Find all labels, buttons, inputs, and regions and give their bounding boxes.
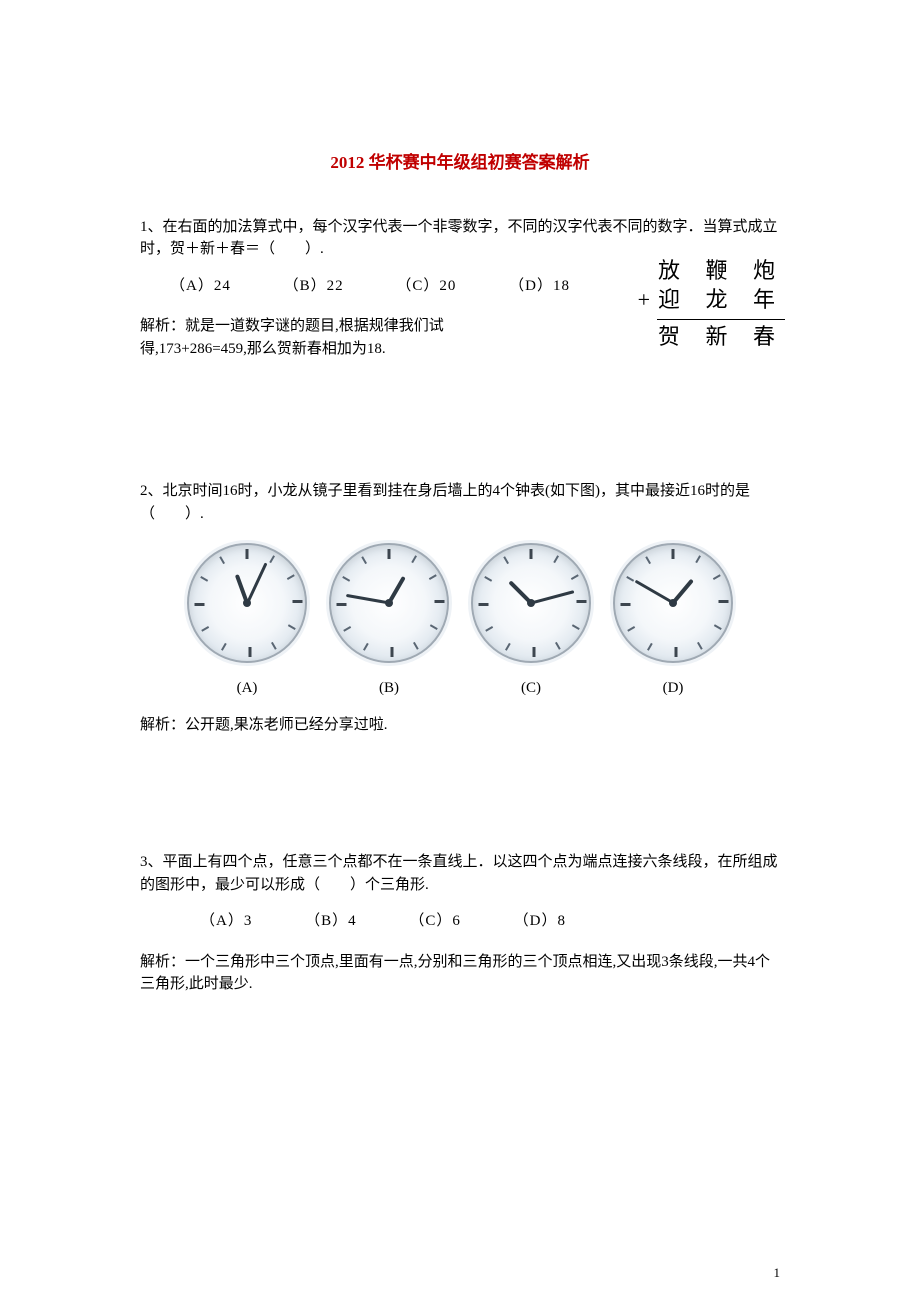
q2-label-c: (C) xyxy=(471,677,591,700)
clock-icon xyxy=(471,543,591,663)
question-2: 2、北京时间16时，小龙从镜子里看到挂在身后墙上的4个钟表(如下图)，其中最接近… xyxy=(140,480,780,736)
q3-analysis: 解析：一个三角形中三个顶点,里面有一点,分别和三角形的三个顶点相连,又出现3条线… xyxy=(140,951,780,996)
q3-options: （A）3 （B）4 （C）6 （D）8 xyxy=(200,910,780,933)
addition-row-2-chars: 迎 龙 年 xyxy=(658,287,785,312)
page-number: 1 xyxy=(774,1263,781,1283)
q3-option-d: （D）8 xyxy=(514,910,566,933)
addition-rule-line xyxy=(657,319,785,320)
q2-label-b: (B) xyxy=(329,677,449,700)
q1-analysis: 解析：就是一道数字谜的题目,根据规律我们试得,173+286=459,那么贺新春… xyxy=(140,315,520,360)
q3-option-c: （C）6 xyxy=(409,910,461,933)
q1-option-c: （C）20 xyxy=(396,275,456,298)
q3-option-a: （A）3 xyxy=(200,910,252,933)
question-3: 3、平面上有四个点，任意三个点都不在一条直线上．以这四个点为端点连接六条线段，在… xyxy=(140,851,780,996)
q1-option-d: （D）18 xyxy=(509,275,570,298)
clock-icon xyxy=(187,543,307,663)
q3-option-b: （B）4 xyxy=(305,910,357,933)
plus-sign-icon: + xyxy=(638,285,654,315)
q1-option-a: （A）24 xyxy=(170,275,231,298)
addition-row-3: 贺 新 春 xyxy=(638,322,785,352)
q3-text: 3、平面上有四个点，任意三个点都不在一条直线上．以这四个点为端点连接六条线段，在… xyxy=(140,851,780,896)
q2-clocks xyxy=(140,543,780,663)
q1-addition-figure: 放 鞭 炮 +迎 龙 年 贺 新 春 xyxy=(638,256,785,352)
clock-icon xyxy=(329,543,449,663)
q2-label-a: (A) xyxy=(187,677,307,700)
q2-analysis: 解析：公开题,果冻老师已经分享过啦. xyxy=(140,714,780,737)
addition-row-1: 放 鞭 炮 xyxy=(638,256,785,286)
q2-text: 2、北京时间16时，小龙从镜子里看到挂在身后墙上的4个钟表(如下图)，其中最接近… xyxy=(140,480,780,525)
clock-icon xyxy=(613,543,733,663)
addition-row-2: +迎 龙 年 xyxy=(638,285,785,315)
q2-label-d: (D) xyxy=(613,677,733,700)
q2-labels: (A) (B) (C) (D) xyxy=(140,677,780,700)
q1-text: 1、在右面的加法算式中，每个汉字代表一个非零数字，不同的汉字代表不同的数字．当算… xyxy=(140,216,780,261)
page-title: 2012 华杯赛中年级组初赛答案解析 xyxy=(140,150,780,176)
q1-option-b: （B）22 xyxy=(284,275,344,298)
question-1: 1、在右面的加法算式中，每个汉字代表一个非零数字，不同的汉字代表不同的数字．当算… xyxy=(140,216,780,361)
